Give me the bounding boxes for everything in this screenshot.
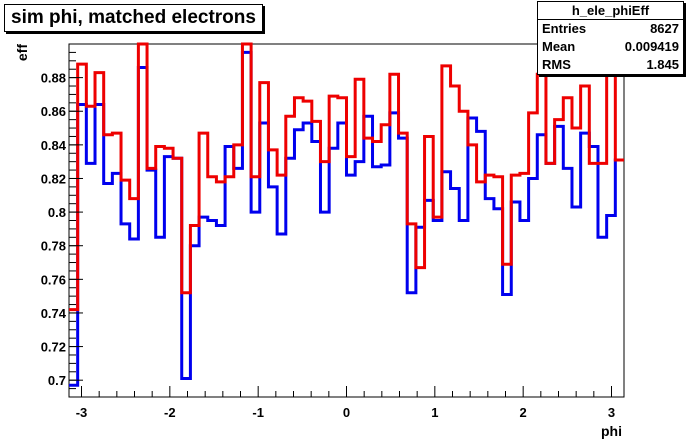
y-tick-label: 0.82 xyxy=(41,171,66,186)
x-tick-label: -3 xyxy=(76,405,88,420)
chart-title: sim phi, matched electrons xyxy=(4,4,263,32)
y-tick-label: 0.76 xyxy=(41,272,66,287)
y-tick-label: 0.84 xyxy=(41,138,67,153)
y-axis: 0.7 0.72 0.74 0.76 0.78 0.8 0.82 0.84 0.86 0.88 xyxy=(41,43,83,398)
stats-label: Entries xyxy=(542,21,587,36)
stats-row-rms: RMS 1.845 xyxy=(538,56,683,74)
stats-label: RMS xyxy=(542,57,571,72)
stats-value: 1.845 xyxy=(646,57,679,72)
x-tick-label: 3 xyxy=(608,405,615,420)
y-tick-label: 0.78 xyxy=(41,239,66,254)
y-tick-label: 0.74 xyxy=(41,306,67,321)
x-tick-label: 1 xyxy=(431,405,438,420)
x-tick-label: 2 xyxy=(520,405,527,420)
stats-row-mean: Mean 0.009419 xyxy=(538,38,683,56)
y-tick-label: 0.72 xyxy=(41,340,66,355)
stats-row-entries: Entries 8627 xyxy=(538,20,683,38)
x-axis-label: phi xyxy=(601,423,622,439)
x-tick-label: -2 xyxy=(164,405,176,420)
x-tick-label: -1 xyxy=(252,405,264,420)
y-tick-label: 0.7 xyxy=(48,373,66,388)
x-tick-label: 0 xyxy=(343,405,350,420)
stats-value: 0.009419 xyxy=(624,39,679,54)
y-axis-label: eff xyxy=(14,44,30,61)
series-layer xyxy=(69,42,624,387)
y-tick-label: 0.86 xyxy=(41,104,66,119)
y-tick-label: 0.8 xyxy=(48,205,66,220)
stats-box: h_ele_phiEff Entries 8627 Mean 0.009419 … xyxy=(537,1,684,75)
x-axis: -3 -2 -1 0 1 2 3 xyxy=(76,386,615,420)
y-tick-label: 0.88 xyxy=(41,71,66,86)
stats-label: Mean xyxy=(542,39,576,54)
stats-histogram-name: h_ele_phiEff xyxy=(538,2,683,20)
stats-value: 8627 xyxy=(650,21,679,36)
series-1-line xyxy=(69,42,624,312)
